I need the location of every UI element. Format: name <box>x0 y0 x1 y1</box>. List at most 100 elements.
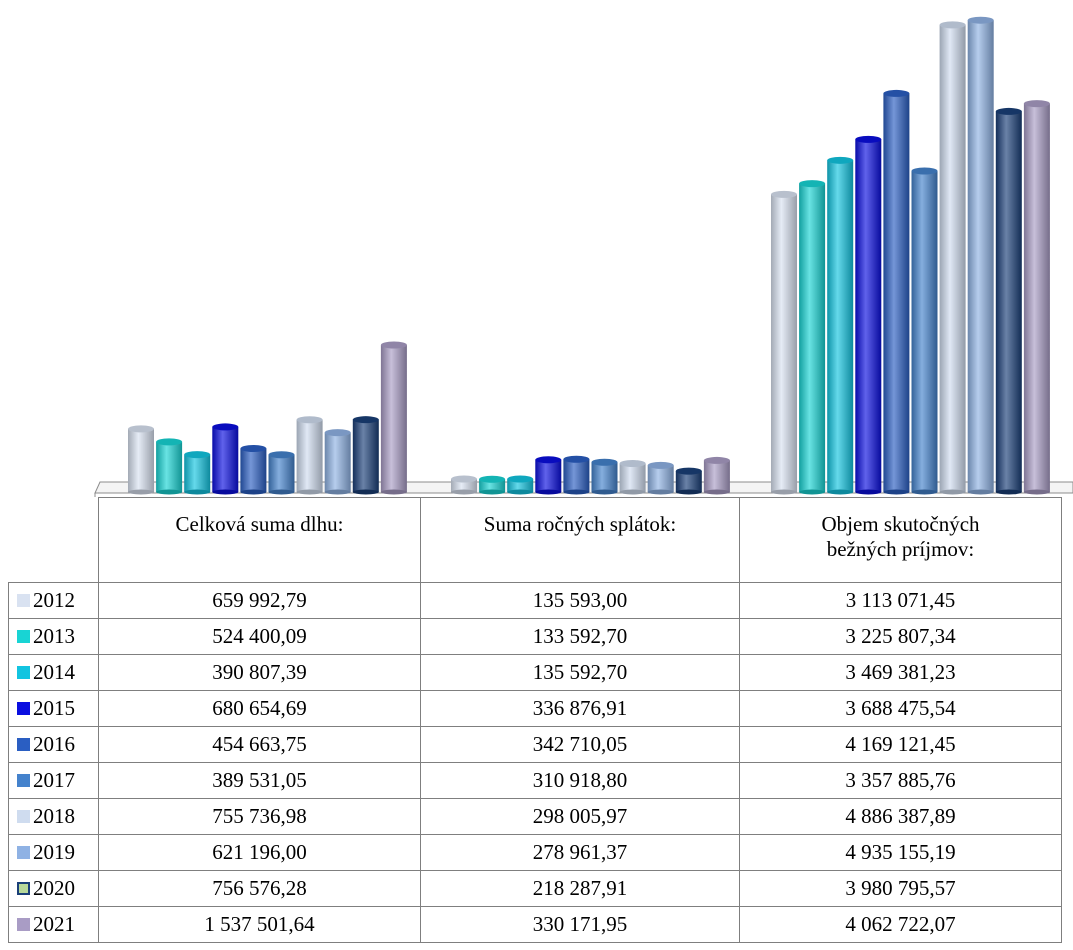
bar-top <box>535 456 562 464</box>
table-row: 2020 756 576,28 218 287,91 3 980 795,57 <box>8 870 1062 907</box>
bar-body <box>703 460 730 492</box>
bar-top <box>479 475 506 483</box>
series-name: 2018 <box>33 804 75 828</box>
bar-base <box>507 489 534 495</box>
data-table: Celková suma dlhu: Suma ročných splátok: O… <box>8 497 1062 943</box>
bar-top <box>240 445 267 453</box>
bar-top <box>647 461 674 469</box>
bar <box>799 180 826 495</box>
data-label: 336 876,91 <box>420 690 740 727</box>
bar <box>675 467 702 495</box>
table-corner <box>8 497 99 583</box>
legend-entry: 2020 <box>8 870 99 907</box>
bar-base <box>939 489 966 495</box>
bar-base <box>268 489 295 495</box>
bar-top <box>703 456 730 464</box>
bar-base <box>128 489 154 495</box>
bar-base <box>591 489 618 495</box>
table-row: 2018 755 736,98 298 005,97 4 886 387,89 <box>8 798 1062 835</box>
data-label: 3 469 381,23 <box>739 654 1062 691</box>
bar-body <box>268 454 295 492</box>
bar-body <box>967 20 994 493</box>
bar-top <box>771 190 797 198</box>
bar-top <box>380 341 407 349</box>
bar-body <box>212 426 239 492</box>
bar-top <box>184 451 211 459</box>
category-header: Celková suma dlhu: <box>98 497 421 583</box>
bar-base <box>324 489 351 495</box>
bar-top <box>1023 100 1050 108</box>
bar-base <box>240 489 267 495</box>
data-label: 135 592,70 <box>420 654 740 691</box>
data-label: 524 400,09 <box>98 618 421 655</box>
data-label: 298 005,97 <box>420 798 740 835</box>
bar-base <box>184 489 211 495</box>
bar-body <box>883 93 910 492</box>
bar <box>967 16 994 495</box>
bar-top <box>995 107 1022 115</box>
bar-top <box>939 21 966 29</box>
legend-entry: 2019 <box>8 834 99 871</box>
bar-top <box>324 429 351 437</box>
bar-body <box>1023 103 1050 493</box>
data-label: 755 736,98 <box>98 798 421 835</box>
legend-entry: 2017 <box>8 762 99 799</box>
bar <box>212 423 239 495</box>
bar-body <box>995 111 1022 492</box>
bar <box>619 460 646 495</box>
legend-swatch <box>17 738 30 751</box>
data-label: 4 169 121,45 <box>739 726 1062 763</box>
bar-top <box>128 425 154 433</box>
bar-top <box>675 467 702 475</box>
data-label: 218 287,91 <box>420 870 740 907</box>
bar-body <box>939 24 966 492</box>
data-label: 756 576,28 <box>98 870 421 907</box>
bar <box>827 156 854 495</box>
data-label: 133 592,70 <box>420 618 740 655</box>
table-row: 2013 524 400,09 133 592,70 3 225 807,34 <box>8 618 1062 655</box>
data-label: 659 992,79 <box>98 582 421 619</box>
bar-base <box>563 489 590 495</box>
bar <box>563 455 590 495</box>
table-row: 2015 680 654,69 336 876,91 3 688 475,54 <box>8 690 1062 727</box>
data-label: 3 357 885,76 <box>739 762 1062 799</box>
bar-base <box>380 489 407 495</box>
bar-base <box>156 489 183 495</box>
bar-body <box>380 345 407 492</box>
bar <box>771 190 797 495</box>
data-label: 3 225 807,34 <box>739 618 1062 655</box>
data-label: 454 663,75 <box>98 726 421 763</box>
series-name: 2017 <box>33 768 75 792</box>
bar-base <box>771 489 797 495</box>
bar-top <box>967 16 994 24</box>
data-label: 4 886 387,89 <box>739 798 1062 835</box>
bar <box>451 475 477 495</box>
category-header-line: bežných príjmov: <box>826 537 975 561</box>
bar <box>156 438 183 495</box>
legend-entry: 2018 <box>8 798 99 835</box>
bar <box>883 89 910 495</box>
bar <box>1023 100 1050 495</box>
bar <box>507 475 534 495</box>
data-label: 330 171,95 <box>420 906 740 943</box>
legend-entry: 2013 <box>8 618 99 655</box>
bar-base <box>967 489 994 495</box>
bar-body <box>647 465 674 492</box>
series-name: 2015 <box>33 696 75 720</box>
bar-base <box>619 489 646 495</box>
bar-top <box>563 455 590 463</box>
data-label: 680 654,69 <box>98 690 421 727</box>
category-header-line: Suma ročných splátok: <box>483 512 677 536</box>
bar-body <box>675 471 702 492</box>
bar <box>535 456 562 495</box>
series-name: 2014 <box>33 660 75 684</box>
bar-body <box>184 454 211 492</box>
category-header-line: Celková suma dlhu: <box>175 512 344 536</box>
data-label: 389 531,05 <box>98 762 421 799</box>
chart-plot <box>94 16 1073 497</box>
bar-top <box>156 438 183 446</box>
bar-top <box>883 89 910 97</box>
bar-body <box>827 160 854 492</box>
category-header-line: Objem skutočných <box>821 512 980 536</box>
series-name: 2016 <box>33 732 75 756</box>
